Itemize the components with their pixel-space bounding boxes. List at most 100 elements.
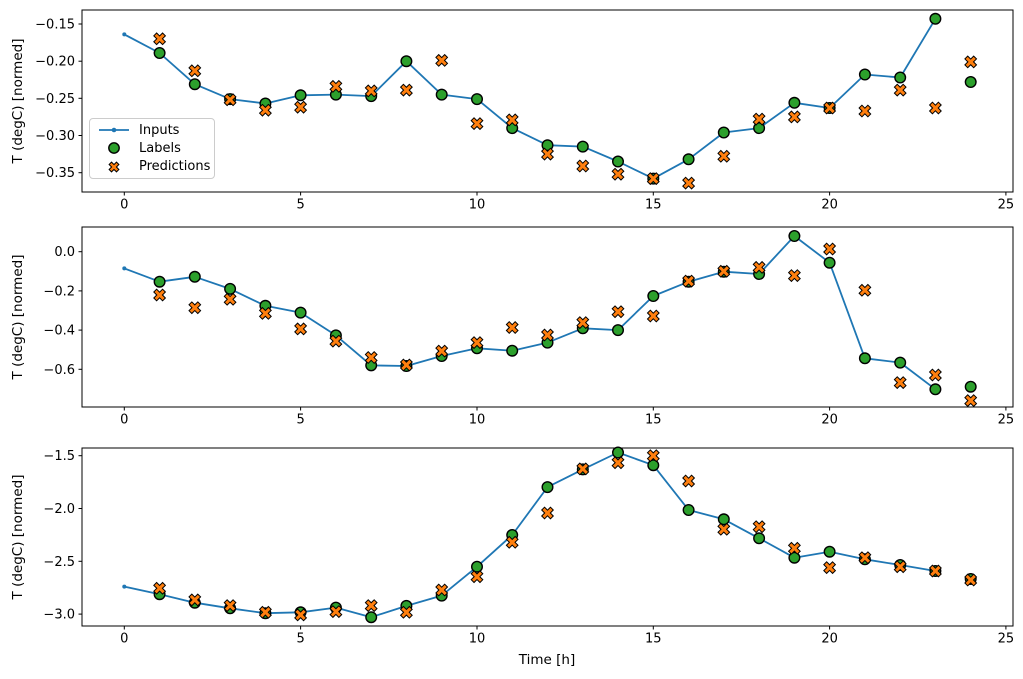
predictions-point [153,288,167,302]
predictions-point [470,117,484,131]
subplot-3: 0 5 10 15 20 25 −1.5 −2.0 −2.5 −3.0 [43,446,1014,647]
inputs-point [122,584,127,589]
predictions-point [258,306,272,320]
predictions-point [470,336,484,350]
legend-label-labels: Labels [139,140,181,156]
x-tick-label: 5 [296,632,304,647]
legend-item-inputs: Inputs [97,121,210,139]
predictions-point [717,149,731,163]
predictions-point [540,147,555,161]
inputs-point [122,266,127,271]
y-tick-label: −0.35 [35,166,75,181]
legend: Inputs Labels Predictions [89,118,215,179]
predictions-point [576,316,590,330]
labels-point [471,560,484,573]
subplot-1: 0 5 10 15 20 25 −0.15 −0.20 −0.25 −0.30 −0.35 [35,9,1015,213]
labels-point [717,513,730,526]
labels-point [153,47,166,60]
axes-box [81,447,1014,627]
predictions-point [329,605,343,619]
labels-point [894,356,907,369]
axes-box [81,226,1014,408]
x-tick-label: 20 [821,632,838,647]
predictions-point [540,506,555,520]
labels-point [188,78,201,91]
predictions-point [682,274,696,288]
legend-label-predictions: Predictions [139,159,211,175]
labels-point [717,126,730,139]
labels-point [400,55,413,68]
predictions-point [787,269,801,283]
predictions-point [858,283,872,297]
subplot-2: 0 5 10 15 20 25 0.0 −0.2 −0.4 −0.6 [43,226,1015,428]
labels-point [682,153,695,166]
predictions-point [893,83,907,97]
predictions-point [752,260,766,274]
predictions-point [505,320,519,335]
predictions-point [717,264,731,278]
predictions-point [153,32,167,46]
predictions-point [611,305,625,319]
labels-point [506,344,519,357]
y-axis-label-middle: T (degC) [normed] [10,255,26,380]
predictions-point [399,358,413,372]
predictions-point [258,103,272,117]
predictions-point [223,599,237,613]
predictions-point [893,376,907,390]
predictions-point [823,101,837,115]
predictions-point [787,541,801,555]
labels-point [612,446,625,459]
labels-point [788,96,801,109]
x-tick-label: 25 [998,413,1015,428]
predictions-point [682,474,696,488]
predictions-point [858,104,872,118]
x-tick-label: 5 [296,413,304,428]
y-tick-label: −2.5 [43,555,75,570]
labels-point [647,290,660,303]
predictions-point [576,462,590,476]
x-tick-label: 25 [998,198,1015,213]
x-tick-label: 0 [120,632,128,647]
predictions-point [505,535,519,549]
y-axis-label-top: T (degC) [normed] [10,39,26,164]
axes-box [81,9,1014,193]
predictions-point [258,605,272,619]
labels-point [788,551,801,564]
x-tick-label: 15 [645,632,662,647]
predictions-point [823,242,837,256]
predictions-point [611,456,625,470]
labels-marker-icon [108,142,120,155]
labels-point [682,504,695,517]
labels-point [753,532,766,545]
predictions-point [399,605,413,619]
x-tick-label: 20 [821,413,838,428]
labels-point [858,68,871,81]
y-tick-label: 0.0 [54,245,75,260]
inputs-line [123,18,937,180]
y-tick-label: −0.25 [35,92,75,107]
y-axis-label-top-text: T (degC) [normed] [10,38,26,164]
y-axis-label-middle-text: T (degC) [normed] [10,254,26,380]
predictions-point [364,84,378,98]
y-tick-label: −0.30 [35,129,75,144]
predictions-point [329,334,343,348]
predictions-point [364,599,378,613]
labels-point [153,275,166,288]
predictions-point [928,368,942,382]
labels-point [964,75,977,88]
labels-point [294,89,307,102]
predictions-point [223,93,237,107]
x-tick-label: 10 [469,632,486,647]
predictions-point [823,561,837,575]
y-tick-label: −3.0 [43,608,75,623]
predictions-point [364,350,378,365]
labels-point [541,139,554,152]
labels-point [858,352,871,365]
inputs-point [122,32,127,37]
x-tick-label: 0 [120,198,128,213]
predictions-point [787,110,801,124]
predictions-point [153,581,167,595]
predictions-point [611,167,625,181]
